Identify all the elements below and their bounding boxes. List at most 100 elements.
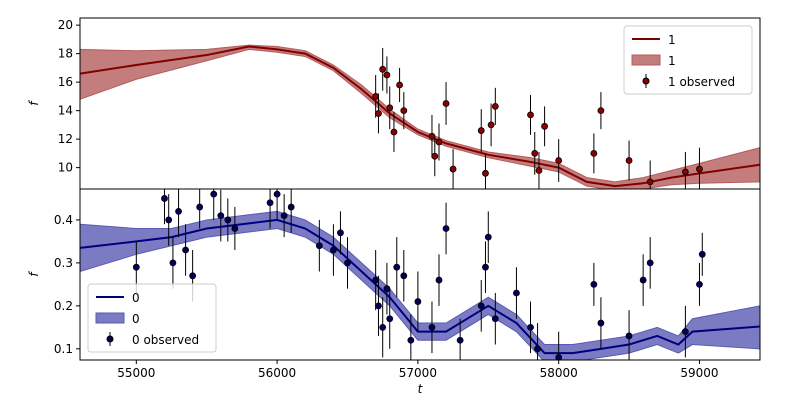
observed-point [169, 259, 177, 267]
legend-label: 1 observed [668, 75, 735, 89]
observed-point [344, 259, 351, 267]
legend-point [642, 77, 650, 85]
legend-label: 0 [132, 312, 140, 326]
observed-point [477, 302, 485, 310]
y-tick-label: 16 [58, 75, 73, 89]
observed-point [414, 298, 422, 305]
observed-point [428, 132, 436, 140]
observed-point [639, 276, 647, 284]
observed-point [531, 149, 539, 157]
observed-point [165, 216, 173, 224]
observed-point [681, 328, 689, 336]
plot-area [80, 44, 760, 189]
observed-point [435, 138, 443, 146]
x-tick-label: 56000 [258, 366, 296, 380]
observed-point [534, 345, 541, 353]
observed-point [182, 246, 189, 254]
observed-point [541, 122, 548, 130]
observed-point [210, 190, 218, 198]
y-tick-label: 18 [58, 47, 73, 61]
observed-point [231, 225, 239, 232]
observed-point [379, 323, 387, 331]
y-tick-label: 0.3 [54, 256, 73, 270]
observed-point [646, 259, 654, 267]
y-tick-label: 0.1 [54, 342, 73, 356]
observed-point [161, 195, 168, 202]
legend: 0 0 0 observed [87, 283, 217, 353]
observed-point [280, 212, 288, 220]
panel: 0.1 0.2 0.3 0.4 55000 56000 57000 58000 59000 f t 0… [27, 188, 761, 396]
observed-point [383, 71, 391, 79]
observed-point [698, 250, 706, 258]
legend-label: 1 [668, 54, 676, 68]
observed-point [375, 110, 382, 117]
observed-point [379, 65, 387, 73]
observed-point [400, 107, 408, 115]
observed-point [696, 165, 703, 173]
observed-point [287, 203, 295, 211]
observed-point [330, 246, 337, 254]
observed-point [477, 127, 485, 134]
observed-point [696, 280, 703, 288]
x-axis-label: t [418, 382, 424, 396]
observed-point [189, 272, 197, 280]
observed-point [383, 285, 391, 293]
observed-point [386, 315, 394, 323]
observed-point [487, 121, 495, 129]
legend-label: 1 [668, 33, 676, 47]
y-axis-label: f [27, 100, 41, 106]
observed-point [273, 190, 281, 198]
observed-point [175, 207, 182, 215]
legend-label: 0 observed [132, 333, 199, 347]
observed-point [482, 263, 489, 271]
x-tick-label: 59000 [680, 366, 718, 380]
observed-point [435, 276, 443, 284]
observed-point [390, 128, 398, 136]
observed-point [393, 263, 401, 271]
observed-point [449, 165, 457, 173]
axes-frame [79, 188, 761, 361]
observed-point [431, 152, 439, 160]
observed-point [372, 92, 380, 100]
legend-box [87, 283, 217, 353]
observed-point [386, 104, 394, 112]
observed-point [372, 276, 380, 284]
x-tick-label: 57000 [399, 366, 437, 380]
observed-point [491, 315, 499, 323]
observed-point [375, 302, 382, 310]
observed-point [513, 289, 520, 297]
observed-point [337, 229, 344, 237]
y-tick-label: 20 [58, 18, 73, 32]
observed-point [555, 157, 563, 164]
y-tick-label: 14 [58, 104, 73, 118]
observed-point [400, 272, 408, 280]
confidence-band [80, 210, 760, 360]
observed-point [597, 319, 605, 327]
observed-point [590, 280, 598, 288]
observed-point [535, 167, 543, 174]
observed-point [132, 263, 140, 271]
panel: 10 12 14 16 18 20 f 1 1 1 observed [27, 17, 761, 190]
observed-point [315, 242, 323, 250]
observed-point [484, 233, 492, 241]
y-tick-label: 0.2 [54, 299, 73, 313]
y-tick-label: 12 [58, 132, 73, 146]
observed-point [428, 323, 436, 331]
observed-point [442, 100, 450, 107]
observed-point [442, 225, 450, 232]
observed-point [491, 102, 499, 110]
observed-point [527, 111, 534, 119]
x-tick-label: 55000 [117, 366, 155, 380]
legend-box [623, 25, 753, 95]
plot-area [80, 189, 760, 360]
observed-point [527, 323, 534, 331]
observed-point [407, 336, 415, 344]
observed-point [396, 81, 403, 89]
observed-point [456, 336, 464, 344]
observed-point [266, 199, 274, 207]
legend-band [631, 54, 661, 66]
legend: 1 1 1 observed [623, 25, 753, 95]
observed-point [597, 107, 605, 115]
legend-label: 0 [132, 291, 140, 305]
